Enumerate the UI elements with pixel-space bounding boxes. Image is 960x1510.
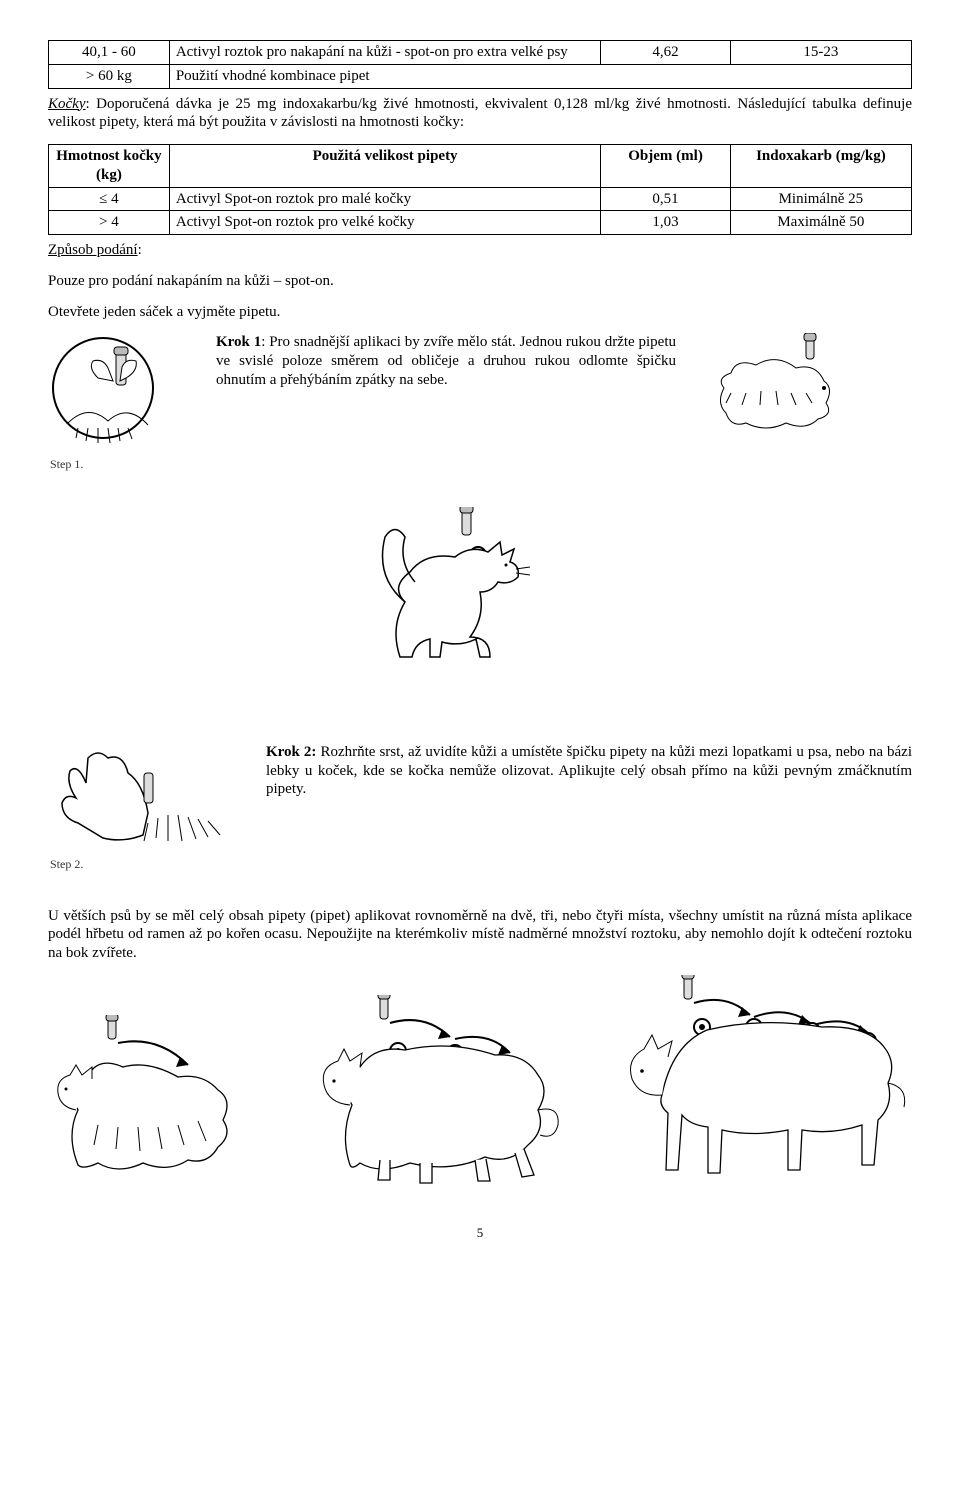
- dogs-application-row: [48, 975, 912, 1185]
- method-of-admin-heading: Způsob podání:: [48, 241, 912, 260]
- cell-dose: Minimálně 25: [730, 187, 911, 211]
- cell-weight: ≤ 4: [49, 187, 170, 211]
- cell-pipette: Activyl Spot-on roztok pro velké kočky: [169, 211, 601, 235]
- small-dog-illustration: [706, 333, 846, 449]
- table-row: > 60 kg Použití vhodné kombinace pipet: [49, 64, 912, 88]
- col-dose: Indoxakarb (mg/kg): [730, 145, 911, 188]
- col-pipette: Použitá velikost pipety: [169, 145, 601, 188]
- step1-text: Krok 1: Pro snadnější aplikaci by zvíře …: [216, 333, 676, 389]
- krok2-bold: Krok 2:: [266, 744, 316, 760]
- cell-weight: > 60 kg: [49, 64, 170, 88]
- cats-label: Kočky: [48, 96, 85, 112]
- cell-weight: > 4: [49, 211, 170, 235]
- krok1-bold: Krok 1: [216, 334, 261, 350]
- step2-block: Step 2. Krok 2: Rozhrňte srst, až uvidít…: [48, 743, 912, 879]
- hand-pipette-icon: Step 1.: [48, 333, 198, 473]
- cat-dosage-table: Hmotnost kočky (kg) Použitá velikost pip…: [48, 144, 912, 235]
- method-colon: :: [138, 242, 142, 258]
- table-header-row: Hmotnost kočky (kg) Použitá velikost pip…: [49, 145, 912, 188]
- cell-volume: 0,51: [601, 187, 730, 211]
- cell-volume: 1,03: [601, 211, 730, 235]
- dog-three-spots-icon: [310, 995, 570, 1185]
- krok1-rest: : Pro snadnější aplikaci by zvíře mělo s…: [216, 334, 676, 388]
- table-row: 40,1 - 60 Activyl roztok pro nakapání na…: [49, 41, 912, 65]
- paragraph-larger-dogs: U větších psů by se měl celý obsah pipet…: [48, 907, 912, 963]
- table-row: ≤ 4 Activyl Spot-on roztok pro malé kočk…: [49, 187, 912, 211]
- table-row: > 4 Activyl Spot-on roztok pro velké koč…: [49, 211, 912, 235]
- cell-product: Použití vhodné kombinace pipet: [169, 64, 911, 88]
- cell-dose: Maximálně 50: [730, 211, 911, 235]
- krok2-rest: Rozhrňte srst, až uvidíte kůži a umístět…: [266, 744, 912, 798]
- cell-volume: 4,62: [601, 41, 730, 65]
- col-weight: Hmotnost kočky (kg): [49, 145, 170, 188]
- step2-text: Krok 2: Rozhrňte srst, až uvidíte kůži a…: [266, 743, 912, 799]
- cell-dose: 15-23: [730, 41, 911, 65]
- hand-parting-fur-icon: Step 2.: [48, 743, 248, 873]
- step2-illustration: Step 2.: [48, 743, 248, 879]
- cat-icon: [370, 507, 590, 677]
- cell-product: Activyl roztok pro nakapání na kůži - sp…: [169, 41, 601, 65]
- paragraph-spot-on-only: Pouze pro podání nakapáním na kůži – spo…: [48, 272, 912, 291]
- dog-dosage-table-fragment: 40,1 - 60 Activyl roztok pro nakapání na…: [48, 40, 912, 89]
- step1-illustration: Step 1.: [48, 333, 198, 479]
- paragraph-open-sachet: Otevřete jeden sáček a vyjměte pipetu.: [48, 303, 912, 322]
- cat-illustration: [48, 507, 912, 683]
- cell-pipette: Activyl Spot-on roztok pro malé kočky: [169, 187, 601, 211]
- dog-four-spots-icon: [612, 975, 912, 1185]
- page-number: 5: [48, 1225, 912, 1241]
- paragraph-cats-dose: Kočky: Doporučená dávka je 25 mg indoxak…: [48, 95, 912, 133]
- step2-label: Step 2.: [50, 857, 83, 871]
- step1-block: Step 1. Krok 1: Pro snadnější aplikaci b…: [48, 333, 912, 479]
- col-volume: Objem (ml): [601, 145, 730, 188]
- small-dog-icon: [706, 333, 846, 443]
- cats-dose-text: : Doporučená dávka je 25 mg indoxakarbu/…: [48, 96, 912, 131]
- cell-weight: 40,1 - 60: [49, 41, 170, 65]
- method-label: Způsob podání: [48, 242, 138, 258]
- dog-two-spots-icon: [48, 1015, 268, 1185]
- step1-label: Step 1.: [50, 457, 83, 471]
